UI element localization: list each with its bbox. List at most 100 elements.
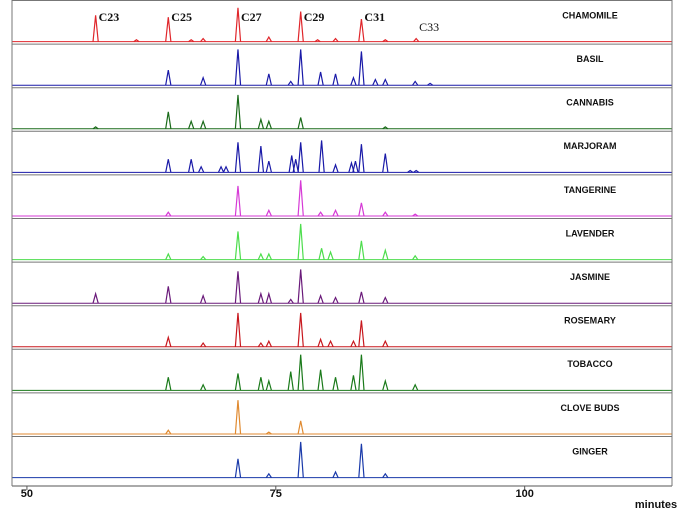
peak [265, 339, 272, 348]
peak [407, 169, 414, 173]
peak [332, 37, 339, 42]
peak [358, 240, 365, 260]
peak [165, 377, 172, 391]
annotation: C25 [171, 10, 192, 24]
peak [217, 165, 225, 173]
peak [197, 165, 205, 173]
peak [92, 126, 99, 130]
peak [234, 231, 242, 260]
peak [412, 213, 419, 217]
peak [317, 293, 324, 304]
peak [358, 354, 365, 391]
peak [287, 298, 294, 304]
peak [234, 94, 242, 129]
peak [165, 252, 172, 260]
peak [358, 320, 365, 347]
peak [92, 15, 99, 42]
peak [372, 78, 379, 86]
panel-label: CLOVE BUDS [560, 403, 619, 413]
peak [358, 144, 365, 173]
peak [382, 378, 389, 391]
panel-label: CANNABIS [566, 98, 614, 108]
peak [234, 458, 242, 478]
peak [165, 111, 172, 129]
peak [234, 271, 242, 304]
peak [257, 252, 265, 260]
peak [350, 375, 357, 391]
panel-label: TOBACCO [567, 359, 612, 369]
peak [188, 38, 195, 43]
peak [297, 354, 304, 391]
panel-label: GINGER [572, 446, 608, 456]
peak [327, 339, 334, 348]
peak [265, 472, 272, 478]
peak [234, 185, 242, 217]
peak [165, 17, 172, 42]
peak [297, 180, 304, 217]
peak [412, 80, 419, 86]
peak [297, 11, 304, 42]
peak [413, 37, 420, 42]
peak [222, 165, 230, 173]
peak [200, 341, 207, 348]
peak [287, 371, 294, 391]
peak [234, 49, 242, 86]
peak [257, 377, 265, 391]
peak [92, 291, 99, 304]
peak [327, 250, 334, 260]
peak [382, 153, 389, 173]
annotation: C23 [99, 10, 120, 24]
peak [199, 293, 207, 304]
peak [200, 37, 207, 42]
peak [412, 254, 419, 260]
peak [265, 252, 272, 260]
peak [318, 140, 325, 173]
peak [382, 339, 389, 348]
peak [358, 51, 365, 86]
peak [317, 369, 324, 391]
peak [257, 146, 265, 173]
peak [332, 377, 339, 391]
peak [382, 211, 389, 217]
peak [297, 223, 304, 260]
peak [297, 269, 304, 304]
annotation: C33 [419, 20, 439, 34]
peak [287, 80, 294, 86]
peak [234, 7, 242, 42]
peak [165, 70, 172, 86]
peak [297, 117, 304, 129]
peak [199, 75, 207, 86]
peak [257, 117, 265, 129]
peak [382, 38, 389, 43]
peak [165, 429, 172, 435]
peak [257, 341, 264, 348]
peak [382, 296, 389, 304]
peak [382, 126, 389, 130]
peak [382, 472, 389, 478]
peak [352, 160, 359, 173]
peak [382, 78, 389, 86]
peak [234, 312, 242, 347]
peak [165, 286, 172, 304]
peak [358, 443, 365, 478]
peak [265, 378, 273, 391]
peak [292, 159, 299, 173]
panel-label: CHAMOMILE [562, 10, 618, 20]
peak [200, 255, 207, 260]
peak [165, 211, 172, 217]
annotation: C31 [364, 10, 385, 24]
peak [187, 159, 195, 173]
peak [234, 373, 242, 391]
peak [350, 339, 357, 348]
peak [427, 82, 434, 86]
peak [318, 248, 325, 260]
panel-label: JASMINE [570, 272, 610, 282]
peak [317, 337, 324, 347]
peak [297, 441, 304, 478]
peak [165, 159, 172, 173]
peak [317, 211, 324, 217]
peak [234, 400, 242, 435]
panel-label: ROSEMARY [564, 316, 616, 326]
peak [265, 208, 272, 217]
